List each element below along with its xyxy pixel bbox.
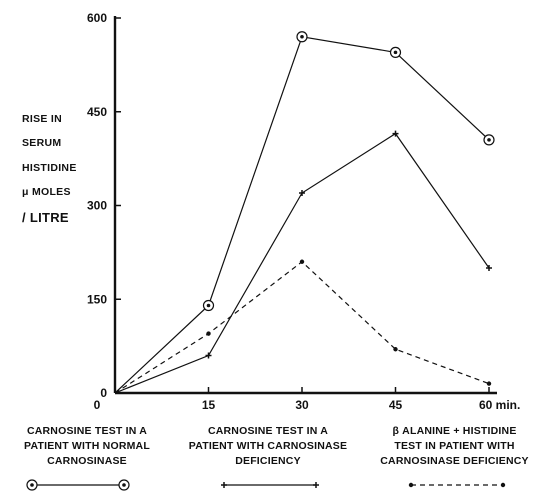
legend-deficiency-line-3: DEFICIENCY	[235, 455, 301, 467]
y-axis-label-line-2: SERUM	[22, 137, 62, 149]
legend-key-marker-normal-carnosinase-center	[122, 483, 126, 487]
series-point-beta-alanine-histidine	[486, 381, 492, 386]
series-point-carnosinase-deficiency	[392, 130, 399, 137]
legend-entry-carnosinase-deficiency: CARNOSINE TEST IN A PATIENT WITH CARNOSI…	[178, 424, 358, 469]
legend-key-marker-carnosinase-deficiency	[313, 482, 319, 488]
series-point-carnosinase-deficiency	[205, 352, 212, 359]
legend-beta-line-1: β ALANINE + HISTIDINE	[392, 425, 517, 437]
legend-deficiency-line-1: CARNOSINE TEST IN A	[207, 425, 329, 437]
series-point-normal-carnosinase-center	[300, 34, 304, 39]
x-tick-label: 60 min.	[479, 398, 520, 412]
series-point-beta-alanine-histidine	[206, 331, 211, 336]
series-point-carnosinase-deficiency	[299, 190, 305, 196]
series-point-normal-carnosinase-center	[206, 303, 211, 308]
legend-key-marker-carnosinase-deficiency	[221, 482, 227, 488]
y-axis-label-line-3: HISTIDINE	[22, 162, 77, 174]
series-point-normal-carnosinase-center	[487, 138, 491, 142]
series-point-beta-alanine-histidine	[299, 259, 305, 264]
x-tick-label: 30	[295, 398, 309, 412]
series-point-carnosinase-deficiency	[486, 265, 492, 271]
x-tick-label: 45	[389, 398, 403, 412]
y-axis-label-line-5: / LITRE	[22, 210, 69, 225]
x-tick-label: 15	[202, 398, 216, 412]
y-tick-label: 600	[87, 11, 107, 25]
legend-beta-line-3: CARNOSINASE DEFICIENCY	[380, 455, 529, 467]
legend-deficiency-line-2: PATIENT WITH CARNOSINASE	[188, 440, 348, 452]
y-axis-label-line-4: μ MOLES	[22, 186, 71, 198]
legend-key-marker-normal-carnosinase-center	[30, 483, 34, 487]
y-tick-label: 150	[87, 292, 107, 306]
series-line-beta-alanine-histidine	[114, 260, 490, 394]
legend-entry-beta-alanine-histidine: β ALANINE + HISTIDINE TEST IN PATIENT WI…	[360, 424, 549, 469]
series-line-normal-carnosinase	[114, 36, 490, 394]
y-axis-label-line-1: RISE IN	[22, 113, 63, 125]
legend-entry-normal-carnosinase: CARNOSINE TEST IN A PATIENT WITH NORMAL …	[2, 424, 172, 469]
series-point-normal-carnosinase-center	[393, 50, 398, 55]
legend-normal-line-2: PATIENT WITH NORMAL	[24, 440, 150, 452]
legend-normal-line-1: CARNOSINE TEST IN A	[26, 425, 148, 437]
legend-key-marker-beta-alanine-histidine	[408, 482, 414, 488]
legend-key-marker-beta-alanine-histidine	[500, 482, 506, 488]
y-tick-label: 300	[87, 199, 107, 213]
legend-normal-line-3: CARNOSINASE	[47, 455, 127, 467]
y-tick-label: 450	[87, 105, 107, 119]
x-tick-label: 0	[94, 398, 101, 412]
y-tick-label: 0	[100, 386, 107, 400]
legend-beta-line-2: TEST IN PATIENT WITH	[394, 440, 515, 452]
series-point-beta-alanine-histidine	[393, 347, 398, 352]
